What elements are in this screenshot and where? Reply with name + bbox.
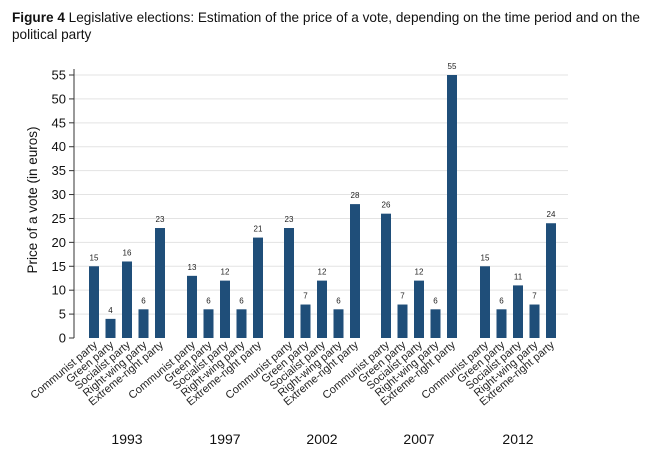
bar	[220, 280, 230, 338]
bar-value-label: 12	[415, 268, 424, 277]
bar	[317, 280, 327, 338]
bar-value-label: 6	[336, 296, 341, 305]
bar	[300, 304, 311, 338]
bar	[414, 280, 424, 338]
bar-value-label: 6	[499, 296, 504, 305]
bar	[529, 304, 540, 338]
y-axis-title: Price of a vote (in euros)	[25, 126, 40, 273]
bar	[496, 309, 507, 338]
y-tick-label: 45	[52, 115, 66, 130]
bar-value-label: 16	[123, 248, 132, 257]
x-group-label: 2012	[502, 431, 533, 447]
bar	[397, 304, 408, 338]
bar	[350, 204, 360, 338]
bar-value-label: 23	[285, 215, 294, 224]
bar	[105, 318, 116, 338]
y-tick-label: 0	[59, 331, 66, 346]
bar	[253, 237, 263, 338]
bar	[447, 75, 457, 338]
bar-value-label: 11	[514, 272, 523, 281]
y-tick-label: 40	[52, 139, 66, 154]
bar-value-label: 15	[90, 253, 99, 262]
y-tick-label: 30	[52, 187, 66, 202]
x-group-label: 2002	[306, 431, 337, 447]
bar-value-label: 15	[481, 253, 490, 262]
bar-value-label: 55	[448, 62, 457, 71]
y-tick-label: 50	[52, 91, 66, 106]
figure-label: Figure 4	[12, 10, 65, 25]
gridlines	[74, 74, 568, 315]
bar	[122, 261, 132, 338]
y-tick-label: 25	[52, 211, 66, 226]
figure-caption: Legislative elections: Estimation of the…	[12, 10, 640, 42]
y-tick-label: 35	[52, 163, 66, 178]
x-group-label: 1997	[209, 431, 240, 447]
bar-value-label: 4	[108, 306, 113, 315]
x-group-label: 2007	[403, 431, 434, 447]
bar-value-label: 21	[254, 225, 263, 234]
bar	[381, 213, 391, 338]
bar	[333, 309, 344, 338]
bar	[430, 309, 441, 338]
bar-value-label: 6	[433, 296, 438, 305]
bar	[513, 285, 523, 338]
bar	[203, 309, 214, 338]
bar-value-label: 7	[532, 292, 537, 301]
y-tick-label: 55	[52, 68, 66, 83]
bar-value-label: 6	[141, 296, 146, 305]
bar-value-label: 7	[303, 292, 308, 301]
y-tick-label: 15	[52, 259, 66, 274]
y-axis: 0 5 10 15 20 25 30 35 40 45 50 55	[52, 68, 75, 346]
bar-value-label: 12	[318, 268, 327, 277]
bar	[155, 228, 165, 338]
figure-title: Figure 4 Legislative elections: Estimati…	[12, 9, 662, 43]
value-labels: 15 4 16 6 23 13 6 12 6 21 23 7 12 6 28 26 7 12 6 55 15 6 11 7 24	[90, 62, 556, 315]
bar-value-label: 12	[221, 268, 230, 277]
bar	[480, 266, 490, 338]
bar-value-label: 7	[400, 292, 405, 301]
y-tick-label: 10	[52, 283, 66, 298]
bar-value-label: 24	[547, 210, 556, 219]
bar-value-label: 6	[239, 296, 244, 305]
x-group-label: 1993	[111, 431, 142, 447]
bar	[187, 275, 197, 338]
bar	[236, 309, 247, 338]
bar	[284, 228, 294, 338]
bar-value-label: 13	[188, 263, 197, 272]
y-tick-label: 20	[52, 235, 66, 250]
bar-value-label: 26	[382, 201, 391, 210]
bar-value-label: 23	[156, 215, 165, 224]
bar	[138, 309, 149, 338]
x-group-labels: 1993 1997 2002 2007 2012	[111, 431, 533, 447]
bar-value-label: 6	[206, 296, 211, 305]
bars	[89, 75, 556, 338]
bar	[546, 223, 556, 338]
bar-value-label: 28	[351, 191, 360, 200]
y-tick-label: 5	[59, 307, 66, 322]
bar	[89, 266, 99, 338]
